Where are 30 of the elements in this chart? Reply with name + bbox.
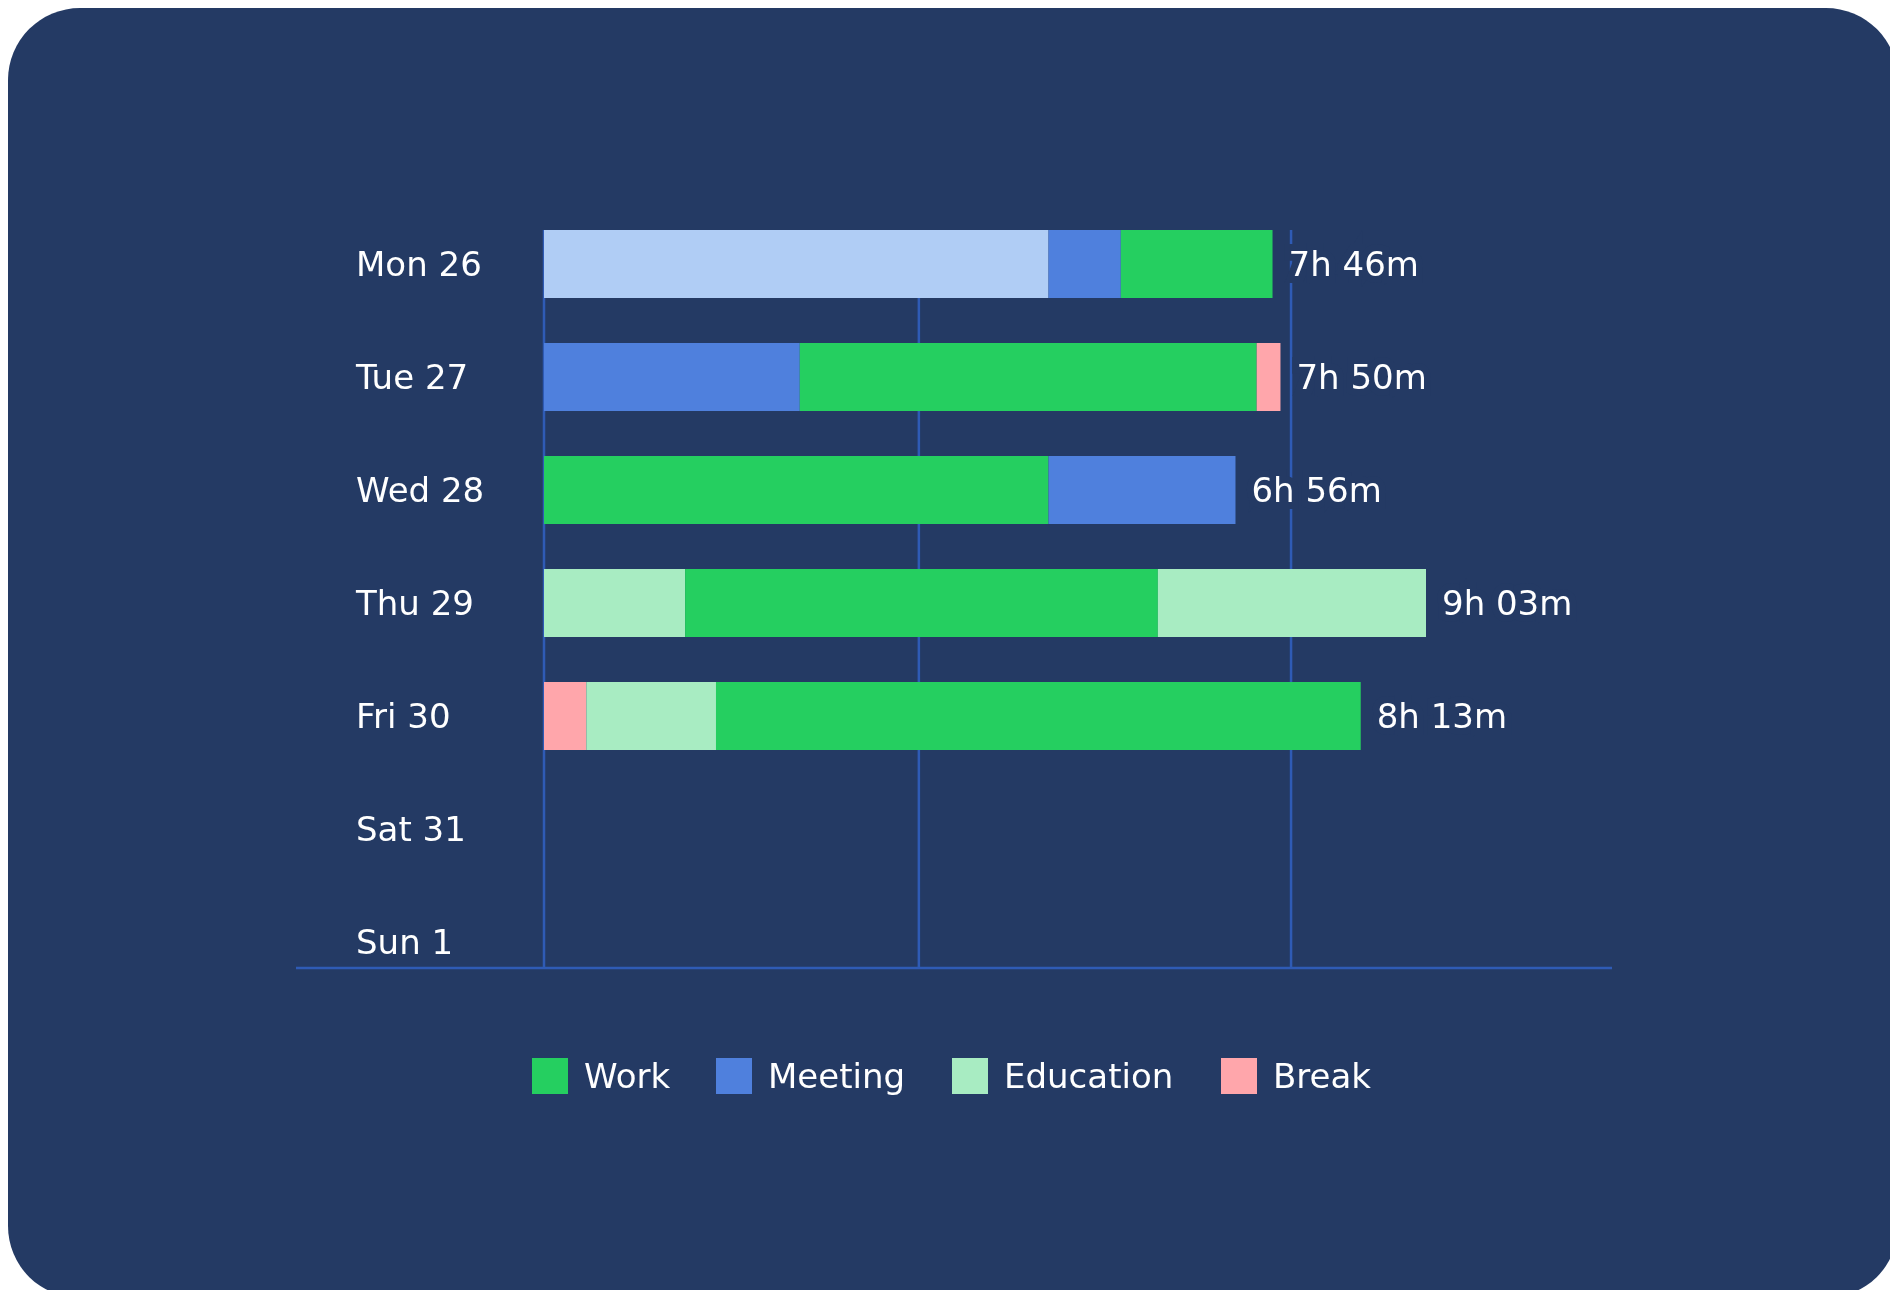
y-tick-label: Sat 31 [356, 809, 466, 849]
total-label: 7h 50m [1296, 357, 1427, 397]
bar [715, 682, 1361, 750]
bar [685, 569, 1158, 637]
bar [586, 682, 716, 750]
bar [1256, 343, 1281, 411]
bar [544, 343, 800, 411]
bar [544, 230, 1049, 298]
bar [1157, 569, 1426, 637]
y-tick-label: Tue 27 [355, 357, 469, 397]
bar [544, 569, 686, 637]
total-label: 6h 56m [1251, 470, 1382, 510]
y-tick-label: Sun 1 [356, 922, 454, 962]
y-tick-label: Mon 26 [356, 244, 482, 284]
bar [544, 456, 1049, 524]
bar [799, 343, 1257, 411]
legend-label: Work [584, 1056, 671, 1096]
y-tick-label: Thu 29 [355, 583, 474, 623]
total-label: 9h 03m [1442, 583, 1573, 623]
legend-label: Break [1273, 1056, 1372, 1096]
total-label: 7h 46m [1288, 244, 1419, 284]
bar [544, 682, 587, 750]
y-tick-label: Wed 28 [356, 470, 485, 510]
legend-label: Education [1004, 1056, 1174, 1096]
bar [1120, 230, 1273, 298]
y-tick-label: Fri 30 [356, 696, 451, 736]
bar [1048, 230, 1121, 298]
total-label: 8h 13m [1376, 696, 1508, 736]
legend-label: Meeting [768, 1056, 906, 1096]
bar [1048, 456, 1236, 524]
